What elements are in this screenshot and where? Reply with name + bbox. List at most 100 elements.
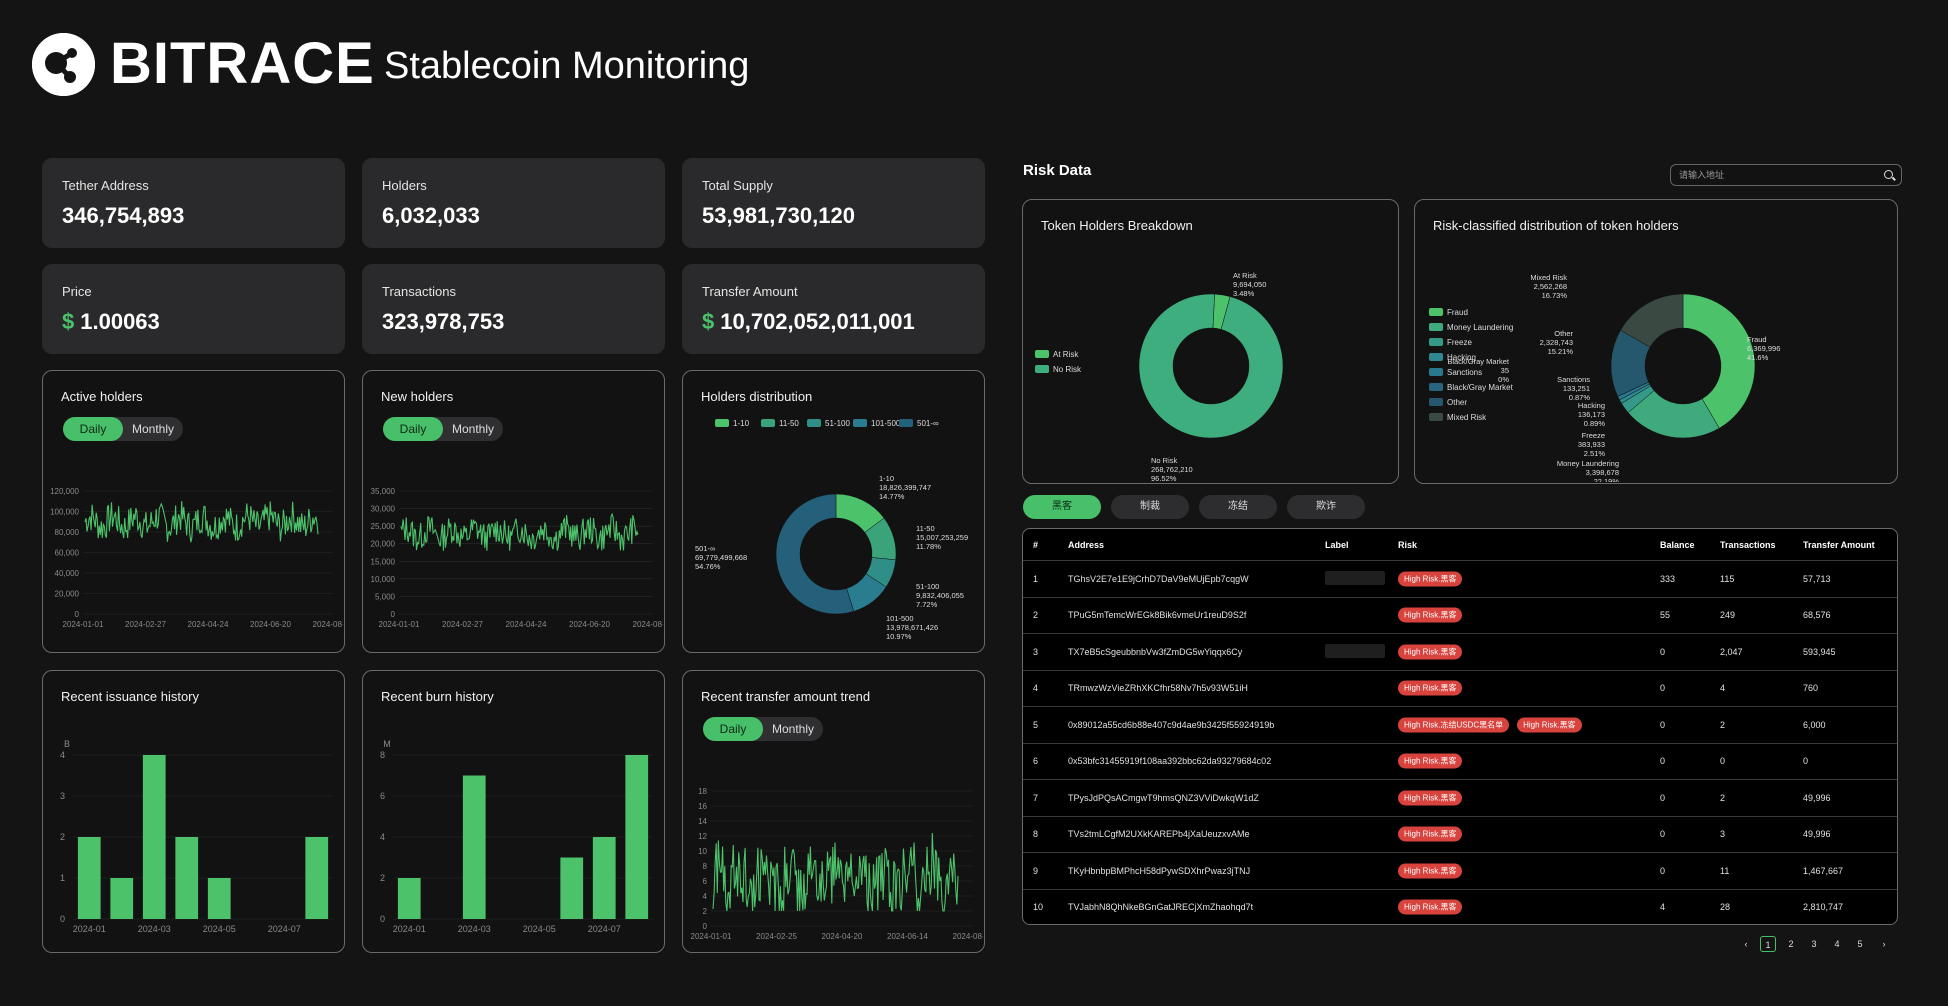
y-tick-label: 20,000: [371, 540, 396, 549]
next-page-button[interactable]: ›: [1882, 939, 1886, 949]
panel-title: Recent burn history: [381, 689, 494, 704]
y-tick-label: 8: [380, 750, 385, 760]
stat-card-price: Price $1.00063: [42, 264, 345, 354]
col-label: Label: [1325, 539, 1349, 550]
slice-label: 15.21%: [1548, 347, 1574, 356]
slice-label: 18,826,399,747: [879, 483, 931, 492]
slice-label: 9,832,406,055: [916, 591, 964, 600]
table-row[interactable]: 8 TVs2tmLCgfM2UXkKAREPb4jXaUeuzxvAMe High …: [1023, 817, 1897, 853]
table-row[interactable]: 10 TVJabhN8QhNkeBGnGatJRECjXmZhaohqd7t Hig…: [1023, 890, 1897, 925]
risk-badge: High Risk.黑客: [1398, 753, 1463, 769]
tab-fraud[interactable]: 欺诈: [1287, 495, 1365, 519]
legend-swatch: [1429, 413, 1443, 421]
tab-sanctions[interactable]: 制裁: [1111, 495, 1189, 519]
legend-label: 101-500: [871, 419, 901, 428]
prev-page-button[interactable]: ‹: [1744, 939, 1748, 949]
slice-label: 35: [1501, 366, 1509, 375]
slice-label: 54.76%: [695, 562, 721, 571]
balance-cell: 55: [1660, 610, 1671, 621]
table-row[interactable]: 7 TPysJdPQsACmgwT9hmsQNZ3VViDwkqW1dZ High …: [1023, 780, 1897, 817]
table-row[interactable]: 5 0x89012a55cd6b88e407c9d4ae9b3425f559249…: [1023, 707, 1897, 744]
toggle-monthly[interactable]: Monthly: [451, 422, 495, 436]
y-tick-label: 35,000: [371, 487, 396, 496]
page-button[interactable]: 5: [1857, 939, 1863, 949]
address-link[interactable]: TKyHbnbpBMPhcH58dPywSDXhrPwaz3jTNJ: [1068, 865, 1251, 876]
table-row[interactable]: 2 TPuG5mTemcWrEGk8Bik6vmeUr1reuD9S2f High …: [1023, 598, 1897, 634]
page-button[interactable]: 3: [1811, 939, 1817, 949]
page-button[interactable]: 4: [1834, 939, 1840, 949]
tab-freeze[interactable]: 冻结: [1199, 495, 1277, 519]
table-row[interactable]: 3 TX7eB5cSgeubbnbVw3fZmDG5wYiqqx6Cy High R…: [1023, 634, 1897, 671]
address-link[interactable]: TPuG5mTemcWrEGk8Bik6vmeUr1reuD9S2f: [1068, 610, 1247, 621]
y-tick-label: 8: [703, 862, 708, 871]
transfer-amount-cell: 6,000: [1803, 719, 1826, 730]
table-row[interactable]: 9 TKyHbnbpBMPhcH58dPywSDXhrPwaz3jTNJ High …: [1023, 853, 1897, 890]
x-tick-label: 2024-08-08: [953, 932, 983, 941]
address-link[interactable]: 0x89012a55cd6b88e407c9d4ae9b3425f5592491…: [1068, 719, 1275, 730]
table-row[interactable]: 6 0x53bfc31455919f108aa392bbc62da93279684…: [1023, 744, 1897, 780]
y-tick-label: 120,000: [50, 487, 79, 496]
transfer-amount-cell: 2,810,747: [1803, 902, 1844, 913]
transactions-cell: 2: [1720, 719, 1726, 730]
tab-hacker[interactable]: 黑客: [1023, 495, 1101, 519]
risk-cell: High Risk.黑客: [1398, 790, 1470, 806]
address-link[interactable]: TGhsV2E7e1E9jCrhD7DaV9eMUjEpb7cqgW: [1068, 573, 1249, 584]
address-search-input[interactable]: [1679, 167, 1869, 183]
table-row[interactable]: 4 TRmwzWzVieZRhXKCfhr58Nv7h5v93W51iH High …: [1023, 671, 1897, 707]
transfer-trend-chart: 0 2 4 6 8 10 12 14 16 18 2024-01-01 2024-02-25 2024-…: [691, 787, 983, 941]
x-tick-label: 2024-02-25: [756, 932, 797, 941]
toggle-daily[interactable]: Daily: [703, 717, 763, 741]
risk-distribution-chart: Fraud Money Laundering Freeze Hacking Sancti…: [1429, 273, 1780, 482]
col-transactions: Transactions: [1720, 539, 1776, 550]
legend-swatch: [1429, 368, 1443, 376]
address-link[interactable]: TX7eB5cSgeubbnbVw3fZmDG5wYiqqx6Cy: [1068, 646, 1243, 657]
row-index: 4: [1033, 683, 1039, 694]
address-link[interactable]: TVJabhN8QhNkeBGnGatJRECjXmZhaohqd7t: [1068, 902, 1254, 913]
address-search[interactable]: [1670, 164, 1902, 186]
x-tick-label: 2024-02-27: [125, 620, 166, 629]
x-tick-label: 2024-05: [203, 924, 236, 934]
page-button[interactable]: 1: [1760, 936, 1776, 952]
stat-value: 6,032,033: [382, 203, 480, 229]
toggle-daily[interactable]: Daily: [63, 417, 123, 441]
y-tick-label: 40,000: [55, 569, 80, 578]
panel-burn: Recent burn history M 0 2 4 6 8 2024-01 2024-03…: [362, 670, 665, 953]
legend-label: No Risk: [1053, 365, 1082, 374]
risk-badge: High Risk.黑客: [1398, 607, 1463, 623]
address-link[interactable]: TRmwzWzVieZRhXKCfhr58Nv7h5v93W51iH: [1068, 683, 1248, 694]
page-button[interactable]: 2: [1788, 939, 1794, 949]
slice-label: 41.6%: [1747, 353, 1769, 362]
y-tick-label: 25,000: [371, 522, 396, 531]
x-tick-label: 2024-01: [73, 924, 106, 934]
address-link[interactable]: TVs2tmLCgfM2UXkKAREPb4jXaUeuzxvAMe: [1068, 829, 1250, 840]
slice-label: 69,779,499,668: [695, 553, 747, 562]
stat-number: 323,978,753: [382, 309, 505, 334]
risk-badge: High Risk.黑客: [1398, 826, 1463, 842]
toggle-daily[interactable]: Daily: [383, 417, 443, 441]
balance-cell: 0: [1660, 646, 1666, 657]
toggle-monthly[interactable]: Monthly: [131, 422, 175, 436]
slice-label: 11.78%: [916, 542, 941, 551]
address-link[interactable]: TPysJdPQsACmgwT9hmsQNZ3VViDwkqW1dZ: [1068, 792, 1259, 803]
balance-cell: 0: [1660, 865, 1666, 876]
address-link[interactable]: 0x53bfc31455919f108aa392bbc62da93279684c…: [1068, 756, 1272, 767]
stat-card-tether-address: Tether Address 346,754,893: [42, 158, 345, 248]
search-icon[interactable]: [1884, 170, 1893, 179]
logo-text: BITRACE: [110, 31, 375, 96]
burn-chart: M 0 2 4 6 8 2024-01 2024-03 2024-05 2024-07: [380, 739, 653, 934]
legend-swatch: [1035, 350, 1049, 358]
risk-badge: High Risk.黑客: [1398, 790, 1463, 806]
period-toggle: Daily Monthly: [383, 417, 503, 441]
slice-label: 6,369,996: [1747, 344, 1780, 353]
slice-label: 16.73%: [1542, 291, 1568, 300]
table-row[interactable]: 1 TGhsV2E7e1E9jCrhD7DaV9eMUjEpb7cqgW High …: [1023, 561, 1897, 598]
x-tick-label: 2024-01-01: [691, 932, 732, 941]
risk-cell: High Risk.黑客: [1398, 826, 1470, 842]
slice-label: At Risk: [1233, 271, 1257, 280]
panel-title: New holders: [381, 389, 454, 404]
legend-swatch: [1429, 338, 1443, 346]
transactions-cell: 2,047: [1720, 646, 1743, 657]
slice-label: 0.89%: [1584, 419, 1606, 428]
toggle-monthly[interactable]: Monthly: [771, 722, 815, 736]
currency-symbol: $: [62, 309, 75, 334]
